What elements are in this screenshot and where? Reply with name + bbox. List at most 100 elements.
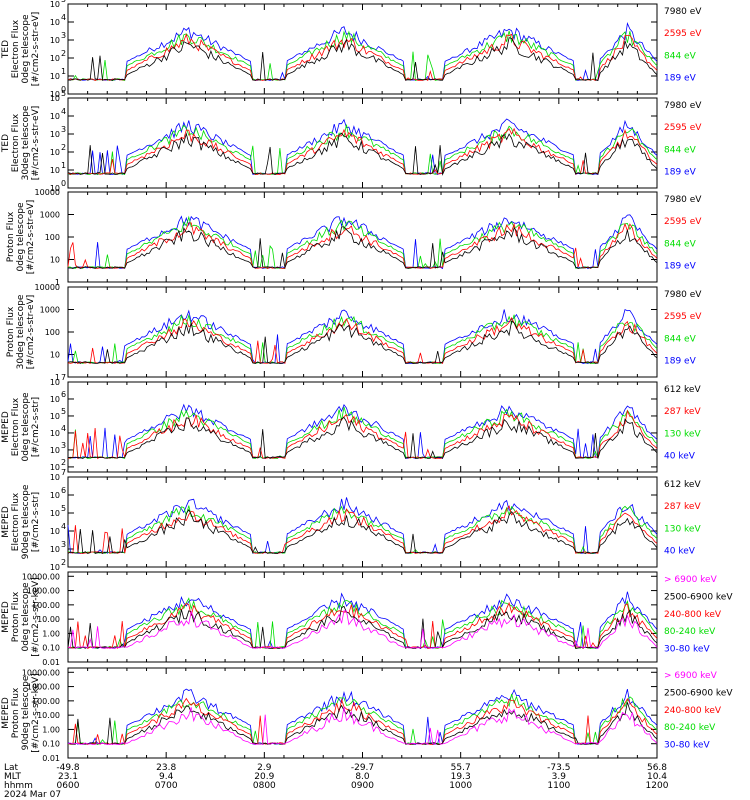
ylabel-p6: MEPED Electron Flux 90deg telescope [#/cm2-… [1, 484, 41, 559]
ylabel-p8: MEPED Proton Flux 90deg telescope [#/cm2-s-… [1, 673, 41, 752]
ytick-exp-p6-2: 4 [61, 522, 66, 531]
ylabel-line: 0deg telescope [21, 392, 31, 462]
trace-p5-3 [67, 416, 658, 459]
ylabel-line: Proton Flux [6, 306, 16, 357]
legend-p6-3: 40 keV [664, 547, 696, 557]
ylabel-line: [#/cm2-s-str-eV] [31, 12, 41, 87]
ytick-exp-p6-1: 3 [61, 540, 66, 549]
ytick-label-p6-0: 10 [50, 563, 60, 572]
ytick-label-p7-5: 1000.00 [27, 587, 60, 596]
panel-frame-p7 [67, 571, 658, 663]
ytick-exp-p1-1: 1 [61, 67, 66, 76]
xtick-hhmm-3: 0900 [351, 781, 374, 791]
legend-p8-0: > 6900 keV [664, 671, 718, 681]
ytick-label-p8-3: 10.00 [37, 711, 60, 720]
legend-p7-0: > 6900 keV [664, 575, 718, 585]
legend-p3-2: 844 eV [664, 239, 697, 249]
ylabel-p5: MEPED Electron Flux 0deg telescope [#/cm2-s… [1, 392, 41, 462]
ytick-label-p8-5: 1000.00 [27, 683, 60, 692]
xrow-label-2: hhmm [4, 781, 33, 791]
xtick-hhmm-2: 0800 [253, 781, 276, 791]
ytick-label-p8-4: 100.00 [32, 697, 60, 706]
xtick-hhmm-4: 1000 [449, 781, 472, 791]
xrow-label-1: MLT [4, 772, 22, 782]
panel-frame-p4 [67, 286, 658, 378]
ylabel-line: MEPED [1, 411, 11, 443]
legend-p6-2: 130 keV [664, 524, 701, 534]
ylabel-line: [#/cm2-s-str-eV] [31, 106, 41, 181]
ytick-label-p5-5: 10 [50, 395, 60, 404]
ytick-label-p3-1: 10 [50, 256, 60, 265]
panel-frame-p5 [67, 381, 658, 473]
ytick-label-p8-2: 1.00 [42, 725, 60, 734]
xtick-mlt-1: 9.4 [159, 772, 174, 782]
ytick-label-p1-3: 10 [50, 36, 60, 45]
ytick-exp-p5-4: 5 [61, 407, 66, 416]
ylabel-line: MEPED [1, 697, 11, 729]
panel-frame-p8 [67, 667, 658, 759]
ytick-exp-p2-5: 5 [61, 89, 66, 98]
xtick-lat-5: -73.5 [547, 763, 570, 773]
trace-p6-0 [67, 497, 658, 554]
ylabel-line: 0deg telescope [16, 202, 26, 272]
ytick-exp-p6-4: 6 [61, 486, 66, 495]
ytick-label-p2-0: 10 [50, 184, 60, 193]
ylabel-p3: Proton Flux 0deg telescope [#/cm2-s-str-eV… [6, 200, 36, 275]
ylabel-line: Proton Flux [11, 687, 21, 738]
ylabel-line: [#/cm2-s-str-eV] [26, 200, 36, 275]
xtick-lat-1: 23.8 [156, 763, 176, 773]
xtick-mlt-5: 3.9 [552, 772, 567, 782]
trace-p3-0 [67, 214, 658, 270]
ylabel-line: [#/cm2-s-str-eV] [26, 295, 36, 370]
ytick-exp-p6-3: 5 [61, 504, 66, 513]
ylabel-line: [#/cm2-s-str-keV] [31, 673, 41, 752]
legend-p4-1: 2595 eV [664, 312, 702, 322]
ytick-label-p2-1: 10 [50, 166, 60, 175]
xtick-hhmm-6: 1200 [646, 781, 669, 791]
ylabel-line: [#/cm2-s-str] [31, 492, 41, 552]
xtick-hhmm-1: 0700 [155, 781, 178, 791]
legend-p6-0: 612 keV [664, 480, 701, 490]
ytick-label-p5-3: 10 [50, 429, 60, 438]
trace-p2-0 [67, 118, 658, 176]
ylabel-line: 90deg telescope [21, 675, 31, 750]
ylabel-line: Electron Flux [11, 397, 21, 456]
ytick-label-p4-3: 1000 [40, 306, 60, 315]
ytick-label-p4-1: 10 [50, 351, 60, 360]
legend-p4-0: 7980 eV [664, 290, 702, 300]
xtick-lat-2: 2.9 [257, 763, 272, 773]
ytick-exp-p2-1: 1 [61, 161, 66, 170]
ytick-label-p3-3: 1000 [40, 211, 60, 220]
xrow-label-3: 2024 Mar 07 [4, 790, 61, 800]
ytick-label-p7-3: 10.00 [37, 615, 60, 624]
legend-p5-2: 130 keV [664, 429, 701, 439]
legend-p7-1: 2500-6900 keV [664, 592, 733, 602]
ylabel-line: Proton Flux [6, 211, 16, 262]
ytick-label-p7-2: 1.00 [42, 629, 60, 638]
legend-p2-1: 2595 eV [664, 123, 702, 133]
trace-p8-4 [67, 706, 658, 746]
ytick-label-p6-3: 10 [50, 509, 60, 518]
ytick-exp-p1-5: 5 [61, 0, 66, 4]
legend-p2-0: 7980 eV [664, 101, 702, 111]
xtick-hhmm-5: 1100 [547, 781, 570, 791]
ytick-label-p1-0: 10 [50, 90, 60, 99]
ytick-exp-p6-5: 7 [61, 468, 66, 477]
trace-p8-2 [67, 697, 658, 745]
trace-p7-0 [67, 591, 658, 649]
ytick-label-p6-5: 10 [50, 473, 60, 482]
trace-p1-3 [67, 37, 658, 81]
ytick-label-p5-2: 10 [50, 446, 60, 455]
trace-p8-3 [67, 702, 658, 745]
ylabel-line: Electron Flux [11, 492, 21, 551]
ytick-label-p2-4: 10 [50, 112, 60, 121]
ytick-label-p2-3: 10 [50, 130, 60, 139]
ytick-exp-p1-0: 0 [61, 85, 66, 94]
ylabel-line: 0deg telescope [21, 582, 31, 652]
ylabel-line: Electron Flux [11, 19, 21, 78]
ytick-exp-p5-2: 3 [61, 441, 66, 450]
trace-p5-1 [67, 406, 658, 460]
ytick-label-p5-4: 10 [50, 412, 60, 421]
trace-p2-1 [67, 124, 658, 176]
ylabel-p4: Proton Flux 30deg telescope [#/cm2-s-str-e… [6, 294, 36, 369]
